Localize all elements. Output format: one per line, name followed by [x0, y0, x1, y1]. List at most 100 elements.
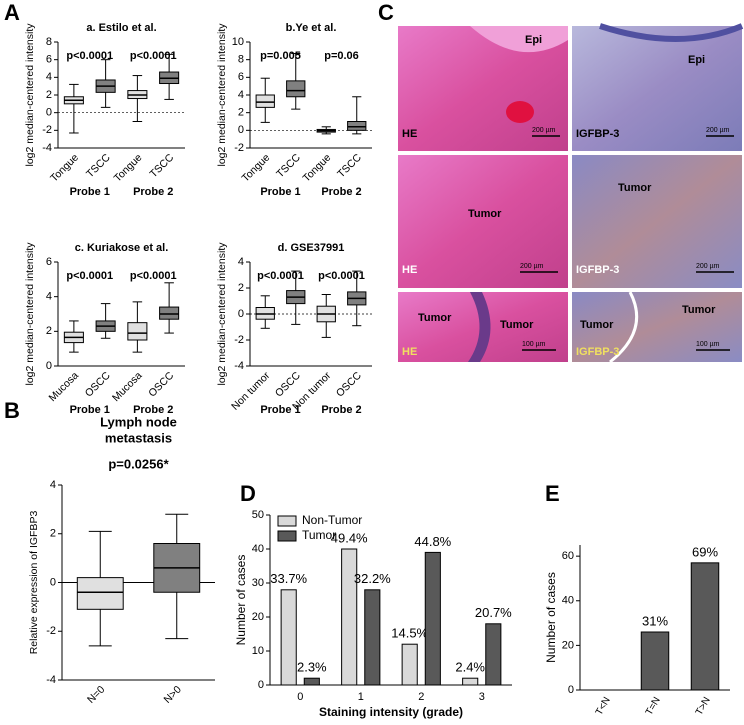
x-tick-label: T>N [694, 695, 713, 717]
x-tick-label: T<N [594, 695, 613, 717]
x-tick-label: N>0 [162, 683, 184, 705]
legend-swatch [277, 530, 297, 542]
x-tick-label: N=0 [85, 683, 107, 705]
panel-label: D [240, 481, 256, 506]
y-tick-label: 30 [252, 577, 264, 589]
bar [401, 643, 418, 686]
y-tick-label: 4 [46, 71, 52, 83]
y-tick-label: 4 [50, 479, 56, 491]
chart-title: metastasis [105, 430, 172, 445]
tissue-label: Tumor [682, 304, 716, 316]
stroma [609, 291, 639, 364]
p-value: p<0.0001 [130, 50, 177, 62]
tissue-label: Tumor [580, 319, 614, 331]
bar [640, 631, 670, 691]
y-tick-label: 4 [238, 89, 244, 101]
y-tick-label: 0 [238, 124, 244, 136]
x-tick-label: TSCC [148, 151, 177, 180]
panel-label: C [378, 0, 394, 25]
chart-title: b.Ye et al. [286, 22, 337, 34]
y-tick-label: 2 [50, 528, 56, 540]
p-value: p<0.0001 [66, 270, 113, 282]
x-tick-label: 2 [418, 691, 424, 703]
x-tick-label: 1 [358, 691, 364, 703]
tissue-label: Tumor [618, 182, 652, 194]
tissue-label: Epi [688, 54, 705, 66]
legend-label: Tumor [302, 528, 336, 542]
y-axis-label: Relative expression of IGFBP3 [28, 511, 40, 655]
p-value: p<0.0001 [318, 270, 365, 282]
bar [364, 589, 381, 686]
tissue-label: Tumor [500, 319, 534, 331]
image-he [398, 155, 568, 288]
blood [506, 101, 534, 123]
y-tick-label: 4 [46, 291, 52, 303]
y-tick-label: 40 [252, 543, 264, 555]
legend-label: Non-Tumor [302, 513, 362, 527]
stain-label: HE [402, 128, 417, 140]
y-tick-label: 60 [562, 550, 574, 562]
bar-label: 32.2% [354, 571, 391, 586]
x-tick-label: OSCC [83, 369, 113, 399]
p-value: p<0.0001 [66, 50, 113, 62]
panel-label: B [4, 398, 20, 423]
x-axis-label: Staining intensity (grade) [319, 705, 463, 719]
p-value: p<0.0001 [130, 270, 177, 282]
bar-label: 31% [642, 613, 668, 628]
scale-label: 200 µm [696, 263, 720, 270]
x-tick-label: TSCC [84, 151, 113, 180]
scale-label: 200 µm [706, 127, 730, 134]
box [159, 306, 180, 320]
y-tick-label: 20 [252, 611, 264, 623]
group-label: Probe 1 [260, 186, 300, 198]
y-tick-label: 2 [238, 107, 244, 119]
y-tick-label: 40 [562, 595, 574, 607]
bar [303, 677, 320, 686]
bar-label: 2.3% [297, 660, 327, 675]
x-tick-label: OSCC [146, 369, 176, 399]
bar [280, 589, 297, 686]
y-tick-label: 0 [568, 684, 574, 696]
stain-label: HE [402, 264, 417, 276]
chart-title: a. Estilo et al. [86, 22, 156, 34]
stain-label: IGFBP-3 [576, 128, 619, 140]
panel-label: E [545, 481, 560, 506]
x-tick-label: TSCC [274, 151, 303, 180]
p-value: p=0.06 [324, 50, 359, 62]
y-tick-label: 4 [238, 256, 244, 268]
y-axis-label: log2 median-centered intensity [24, 242, 36, 386]
y-tick-label: 10 [252, 645, 264, 657]
panel-label: A [4, 0, 20, 25]
p-value: p=0.0256* [108, 456, 169, 471]
x-tick-label: Tongue [48, 151, 81, 184]
x-tick-label: Mucosa [110, 369, 145, 404]
x-tick-label: Tongue [300, 151, 333, 184]
y-tick-label: 0 [46, 107, 52, 119]
p-value: p=0.005 [260, 50, 301, 62]
y-tick-label: -4 [234, 360, 244, 372]
image-igfbp [572, 155, 742, 288]
bar-label: 2.4% [455, 660, 485, 675]
scale-label: 200 µm [520, 263, 544, 270]
y-tick-label: 8 [238, 54, 244, 66]
y-tick-label: 6 [238, 71, 244, 83]
bar [485, 623, 502, 686]
x-tick-label: T=N [644, 695, 663, 717]
tissue-label: Tumor [418, 312, 452, 324]
y-tick-label: -2 [234, 334, 244, 346]
y-tick-label: 6 [46, 54, 52, 66]
y-tick-label: 0 [238, 308, 244, 320]
group-label: Probe 1 [70, 404, 110, 416]
group-label: Probe 2 [321, 186, 361, 198]
stroma [468, 292, 491, 362]
bar-label: 49.4% [331, 530, 368, 545]
y-axis-label: Number of cases [544, 572, 558, 663]
bar [690, 562, 720, 691]
epithelium [470, 26, 568, 53]
x-tick-label: Mucosa [46, 369, 81, 404]
bar [462, 677, 479, 686]
epithelium [599, 23, 744, 42]
y-tick-label: -2 [46, 625, 56, 637]
bar [424, 551, 441, 686]
